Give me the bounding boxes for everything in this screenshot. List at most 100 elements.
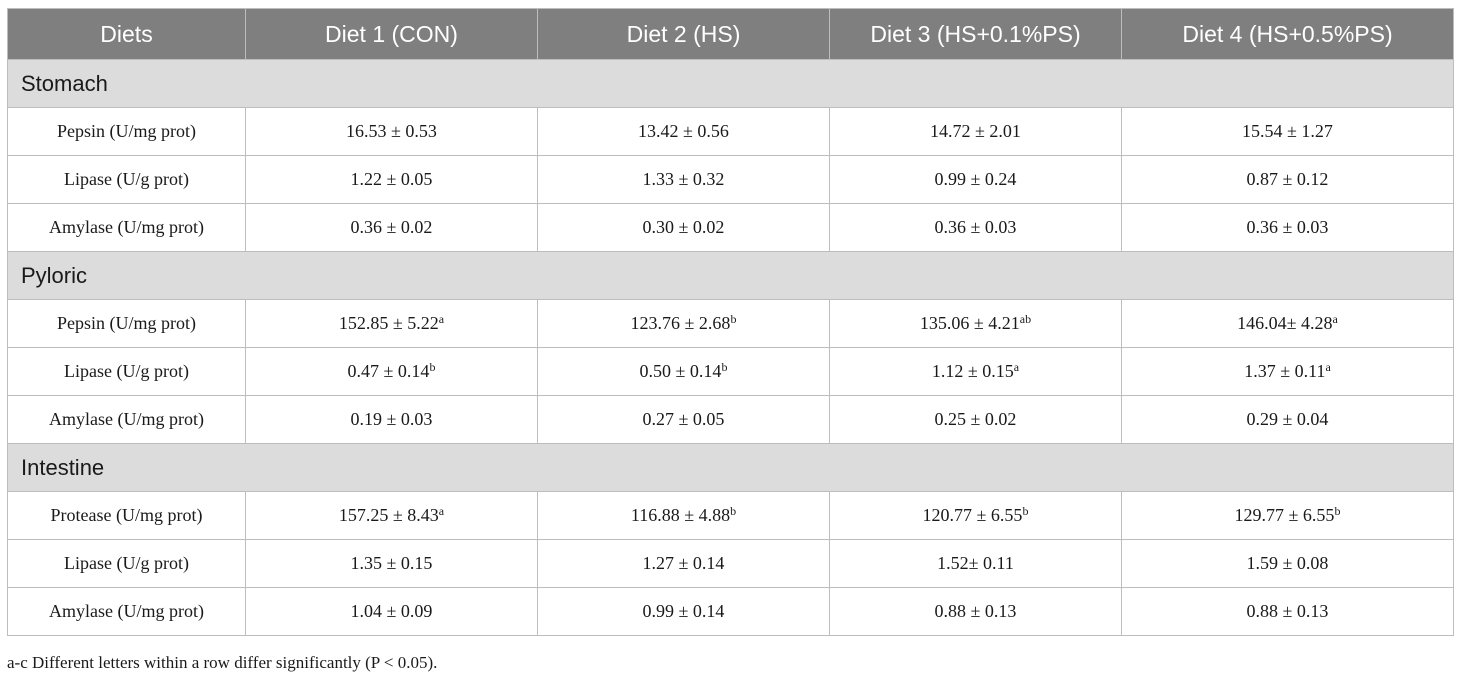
value-cell: 0.87 ± 0.12	[1121, 155, 1454, 204]
section-row: Stomach	[7, 59, 1454, 108]
cell-value: 1.27 ± 0.14	[642, 553, 725, 573]
significance-letter: a	[1332, 312, 1338, 326]
cell-value: 0.36 ± 0.03	[1246, 217, 1329, 237]
cell-value: 0.36 ± 0.03	[934, 217, 1017, 237]
cell-value: 16.53 ± 0.53	[346, 121, 437, 141]
cell-value: 1.52± 0.11	[937, 553, 1014, 573]
section-title: Stomach	[7, 59, 1454, 108]
section-row: Pyloric	[7, 251, 1454, 300]
row-label: Lipase (U/g prot)	[7, 539, 246, 588]
row-label: Lipase (U/g prot)	[7, 155, 246, 204]
row-label: Pepsin (U/mg prot)	[7, 107, 246, 156]
header-cell-diet-3: Diet 3 (HS+0.1%PS)	[829, 8, 1122, 60]
value-cell: 0.30 ± 0.02	[537, 203, 830, 252]
value-cell: 0.50 ± 0.14b	[537, 347, 830, 396]
cell-value: 0.47 ± 0.14	[347, 361, 430, 381]
table-row: Amylase (U/mg prot) 0.36 ± 0.02 0.30 ± 0.0…	[7, 203, 1454, 252]
value-cell: 0.19 ± 0.03	[245, 395, 538, 444]
section-title: Pyloric	[7, 251, 1454, 300]
significance-letter: a	[438, 504, 445, 518]
cell-value: 0.88 ± 0.13	[934, 601, 1017, 621]
cell-value: 135.06 ± 4.21	[919, 313, 1020, 333]
value-cell: 1.33 ± 0.32	[537, 155, 830, 204]
cell-value: 146.04± 4.28	[1237, 313, 1333, 333]
value-cell: 1.27 ± 0.14	[537, 539, 830, 588]
section-row: Intestine	[7, 443, 1454, 492]
value-cell: 0.99 ± 0.24	[829, 155, 1122, 204]
row-label: Pepsin (U/mg prot)	[7, 299, 246, 348]
significance-letter: b	[721, 360, 728, 374]
header-row: Diets Diet 1 (CON) Diet 2 (HS) Diet 3 (H…	[7, 8, 1454, 60]
significance-letter: a	[1013, 360, 1020, 374]
value-cell: 123.76 ± 2.68b	[537, 299, 830, 348]
cell-value: 15.54 ± 1.27	[1242, 121, 1333, 141]
table-row: Amylase (U/mg prot) 1.04 ± 0.09 0.99 ± 0.1…	[7, 587, 1454, 636]
cell-value: 0.88 ± 0.13	[1246, 601, 1329, 621]
value-cell: 152.85 ± 5.22a	[245, 299, 538, 348]
value-cell: 1.52± 0.11	[829, 539, 1122, 588]
table-row: Pepsin (U/mg prot) 152.85 ± 5.22a 123.76 ±…	[7, 299, 1454, 348]
cell-value: 157.25 ± 8.43	[338, 505, 439, 525]
value-cell: 129.77 ± 6.55b	[1121, 491, 1454, 540]
table-row: Protease (U/mg prot) 157.25 ± 8.43a 116.88…	[7, 491, 1454, 540]
table-row: Lipase (U/g prot) 1.35 ± 0.15 1.27 ± 0.14 1…	[7, 539, 1454, 588]
value-cell: 0.88 ± 0.13	[829, 587, 1122, 636]
cell-value: 0.27 ± 0.05	[642, 409, 725, 429]
value-cell: 0.99 ± 0.14	[537, 587, 830, 636]
cell-value: 0.99 ± 0.14	[642, 601, 725, 621]
value-cell: 0.25 ± 0.02	[829, 395, 1122, 444]
cell-value: 152.85 ± 5.22	[338, 313, 439, 333]
value-cell: 14.72 ± 2.01	[829, 107, 1122, 156]
table-footnote: a-c Different letters within a row diffe…	[7, 653, 438, 672]
cell-value: 129.77 ± 6.55	[1234, 505, 1335, 525]
cell-value: 0.99 ± 0.24	[934, 169, 1017, 189]
value-cell: 116.88 ± 4.88b	[537, 491, 830, 540]
cell-value: 0.25 ± 0.02	[934, 409, 1017, 429]
table-body: Stomach Pepsin (U/mg prot) 16.53 ± 0.53 13.…	[7, 59, 1454, 636]
table-header: Diets Diet 1 (CON) Diet 2 (HS) Diet 3 (H…	[7, 8, 1454, 60]
significance-letter: a	[438, 312, 445, 326]
header-cell-diet-2: Diet 2 (HS)	[537, 8, 830, 60]
value-cell: 13.42 ± 0.56	[537, 107, 830, 156]
cell-value: 1.12 ± 0.15	[931, 361, 1014, 381]
cell-value: 14.72 ± 2.01	[930, 121, 1021, 141]
cell-value: 1.35 ± 0.15	[350, 553, 433, 573]
cell-value: 1.04 ± 0.09	[350, 601, 433, 621]
value-cell: 16.53 ± 0.53	[245, 107, 538, 156]
cell-value: 1.59 ± 0.08	[1246, 553, 1329, 573]
row-label: Amylase (U/mg prot)	[7, 587, 246, 636]
cell-value: 13.42 ± 0.56	[638, 121, 729, 141]
table-row: Pepsin (U/mg prot) 16.53 ± 0.53 13.42 ± 0.…	[7, 107, 1454, 156]
header-cell-diets: Diets	[7, 8, 246, 60]
row-label: Protease (U/mg prot)	[7, 491, 246, 540]
value-cell: 0.47 ± 0.14b	[245, 347, 538, 396]
value-cell: 0.27 ± 0.05	[537, 395, 830, 444]
significance-letter: b	[730, 504, 737, 518]
table-row: Lipase (U/g prot) 1.22 ± 0.05 1.33 ± 0.32 0…	[7, 155, 1454, 204]
value-cell: 120.77 ± 6.55b	[829, 491, 1122, 540]
row-label: Amylase (U/mg prot)	[7, 395, 246, 444]
value-cell: 135.06 ± 4.21ab	[829, 299, 1122, 348]
value-cell: 0.29 ± 0.04	[1121, 395, 1454, 444]
cell-value: 1.22 ± 0.05	[350, 169, 433, 189]
cell-value: 0.19 ± 0.03	[350, 409, 433, 429]
value-cell: 146.04± 4.28a	[1121, 299, 1454, 348]
value-cell: 1.12 ± 0.15a	[829, 347, 1122, 396]
cell-value: 1.37 ± 0.11	[1244, 361, 1326, 381]
value-cell: 1.04 ± 0.09	[245, 587, 538, 636]
value-cell: 157.25 ± 8.43a	[245, 491, 538, 540]
value-cell: 1.59 ± 0.08	[1121, 539, 1454, 588]
cell-value: 0.50 ± 0.14	[639, 361, 722, 381]
value-cell: 1.37 ± 0.11a	[1121, 347, 1454, 396]
value-cell: 0.36 ± 0.02	[245, 203, 538, 252]
significance-letter: b	[1334, 504, 1341, 518]
section-title: Intestine	[7, 443, 1454, 492]
significance-letter: a	[1325, 360, 1331, 374]
value-cell: 15.54 ± 1.27	[1121, 107, 1454, 156]
value-cell: 0.36 ± 0.03	[1121, 203, 1454, 252]
header-cell-diet-4: Diet 4 (HS+0.5%PS)	[1121, 8, 1454, 60]
value-cell: 1.35 ± 0.15	[245, 539, 538, 588]
significance-letter: b	[429, 360, 436, 374]
row-label: Amylase (U/mg prot)	[7, 203, 246, 252]
cell-value: 0.30 ± 0.02	[642, 217, 725, 237]
